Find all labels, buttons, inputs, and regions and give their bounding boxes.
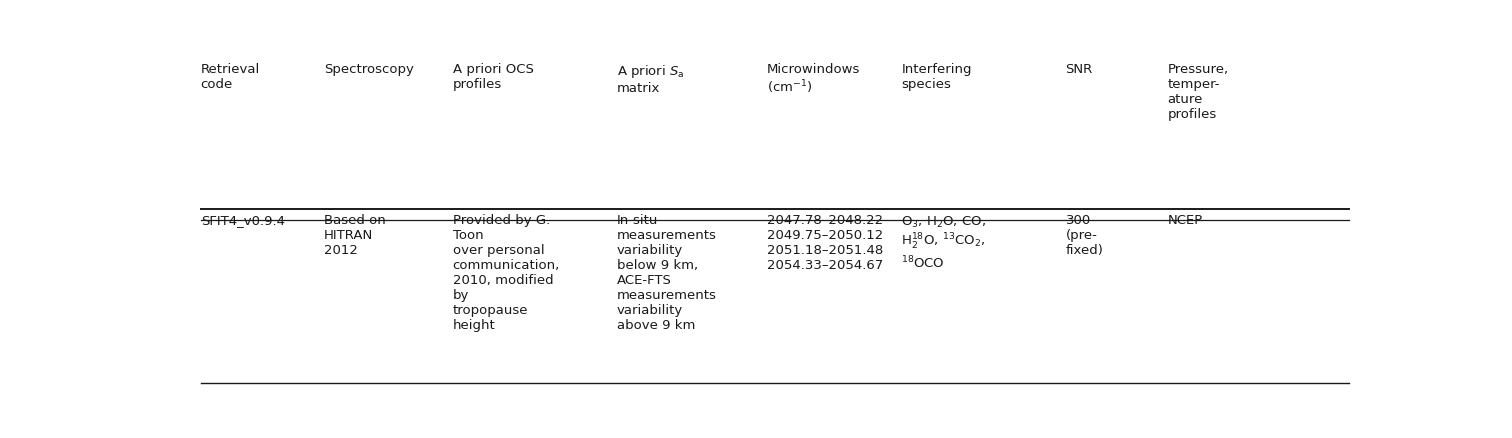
Text: NCEP: NCEP: [1167, 215, 1202, 227]
Text: A priori OCS
profiles: A priori OCS profiles: [452, 63, 534, 91]
Text: Based on
HITRAN
2012: Based on HITRAN 2012: [324, 215, 386, 258]
Text: Pressure,
temper-
ature
profiles: Pressure, temper- ature profiles: [1167, 63, 1229, 121]
Text: O$_3$, H$_2$O, CO,
H$_2^{18}$O, $^{13}$CO$_2$,
$^{18}$OCO: O$_3$, H$_2$O, CO, H$_2^{18}$O, $^{13}$C…: [901, 215, 986, 272]
Text: Interfering
species: Interfering species: [901, 63, 972, 91]
Text: Retrieval
code: Retrieval code: [201, 63, 260, 91]
Text: Spectroscopy: Spectroscopy: [324, 63, 414, 76]
Text: Microwindows
(cm$^{-1}$): Microwindows (cm$^{-1}$): [767, 63, 860, 96]
Text: In-situ
measurements
variability
below 9 km,
ACE-FTS
measurements
variability
ab: In-situ measurements variability below 9…: [617, 215, 717, 332]
Text: 2047.78–2048.22
2049.75–2050.12
2051.18–2051.48
2054.33–2054.67: 2047.78–2048.22 2049.75–2050.12 2051.18–…: [767, 215, 883, 272]
Text: SNR: SNR: [1066, 63, 1093, 76]
Text: A priori $S_{\mathrm{a}}$
matrix: A priori $S_{\mathrm{a}}$ matrix: [617, 63, 683, 95]
Text: SFIT4_v0.9.4: SFIT4_v0.9.4: [201, 215, 284, 227]
Text: Provided by G.
Toon
over personal
communication,
2010, modified
by
tropopause
he: Provided by G. Toon over personal commun…: [452, 215, 559, 332]
Text: 300
(pre-
fixed): 300 (pre- fixed): [1066, 215, 1104, 258]
